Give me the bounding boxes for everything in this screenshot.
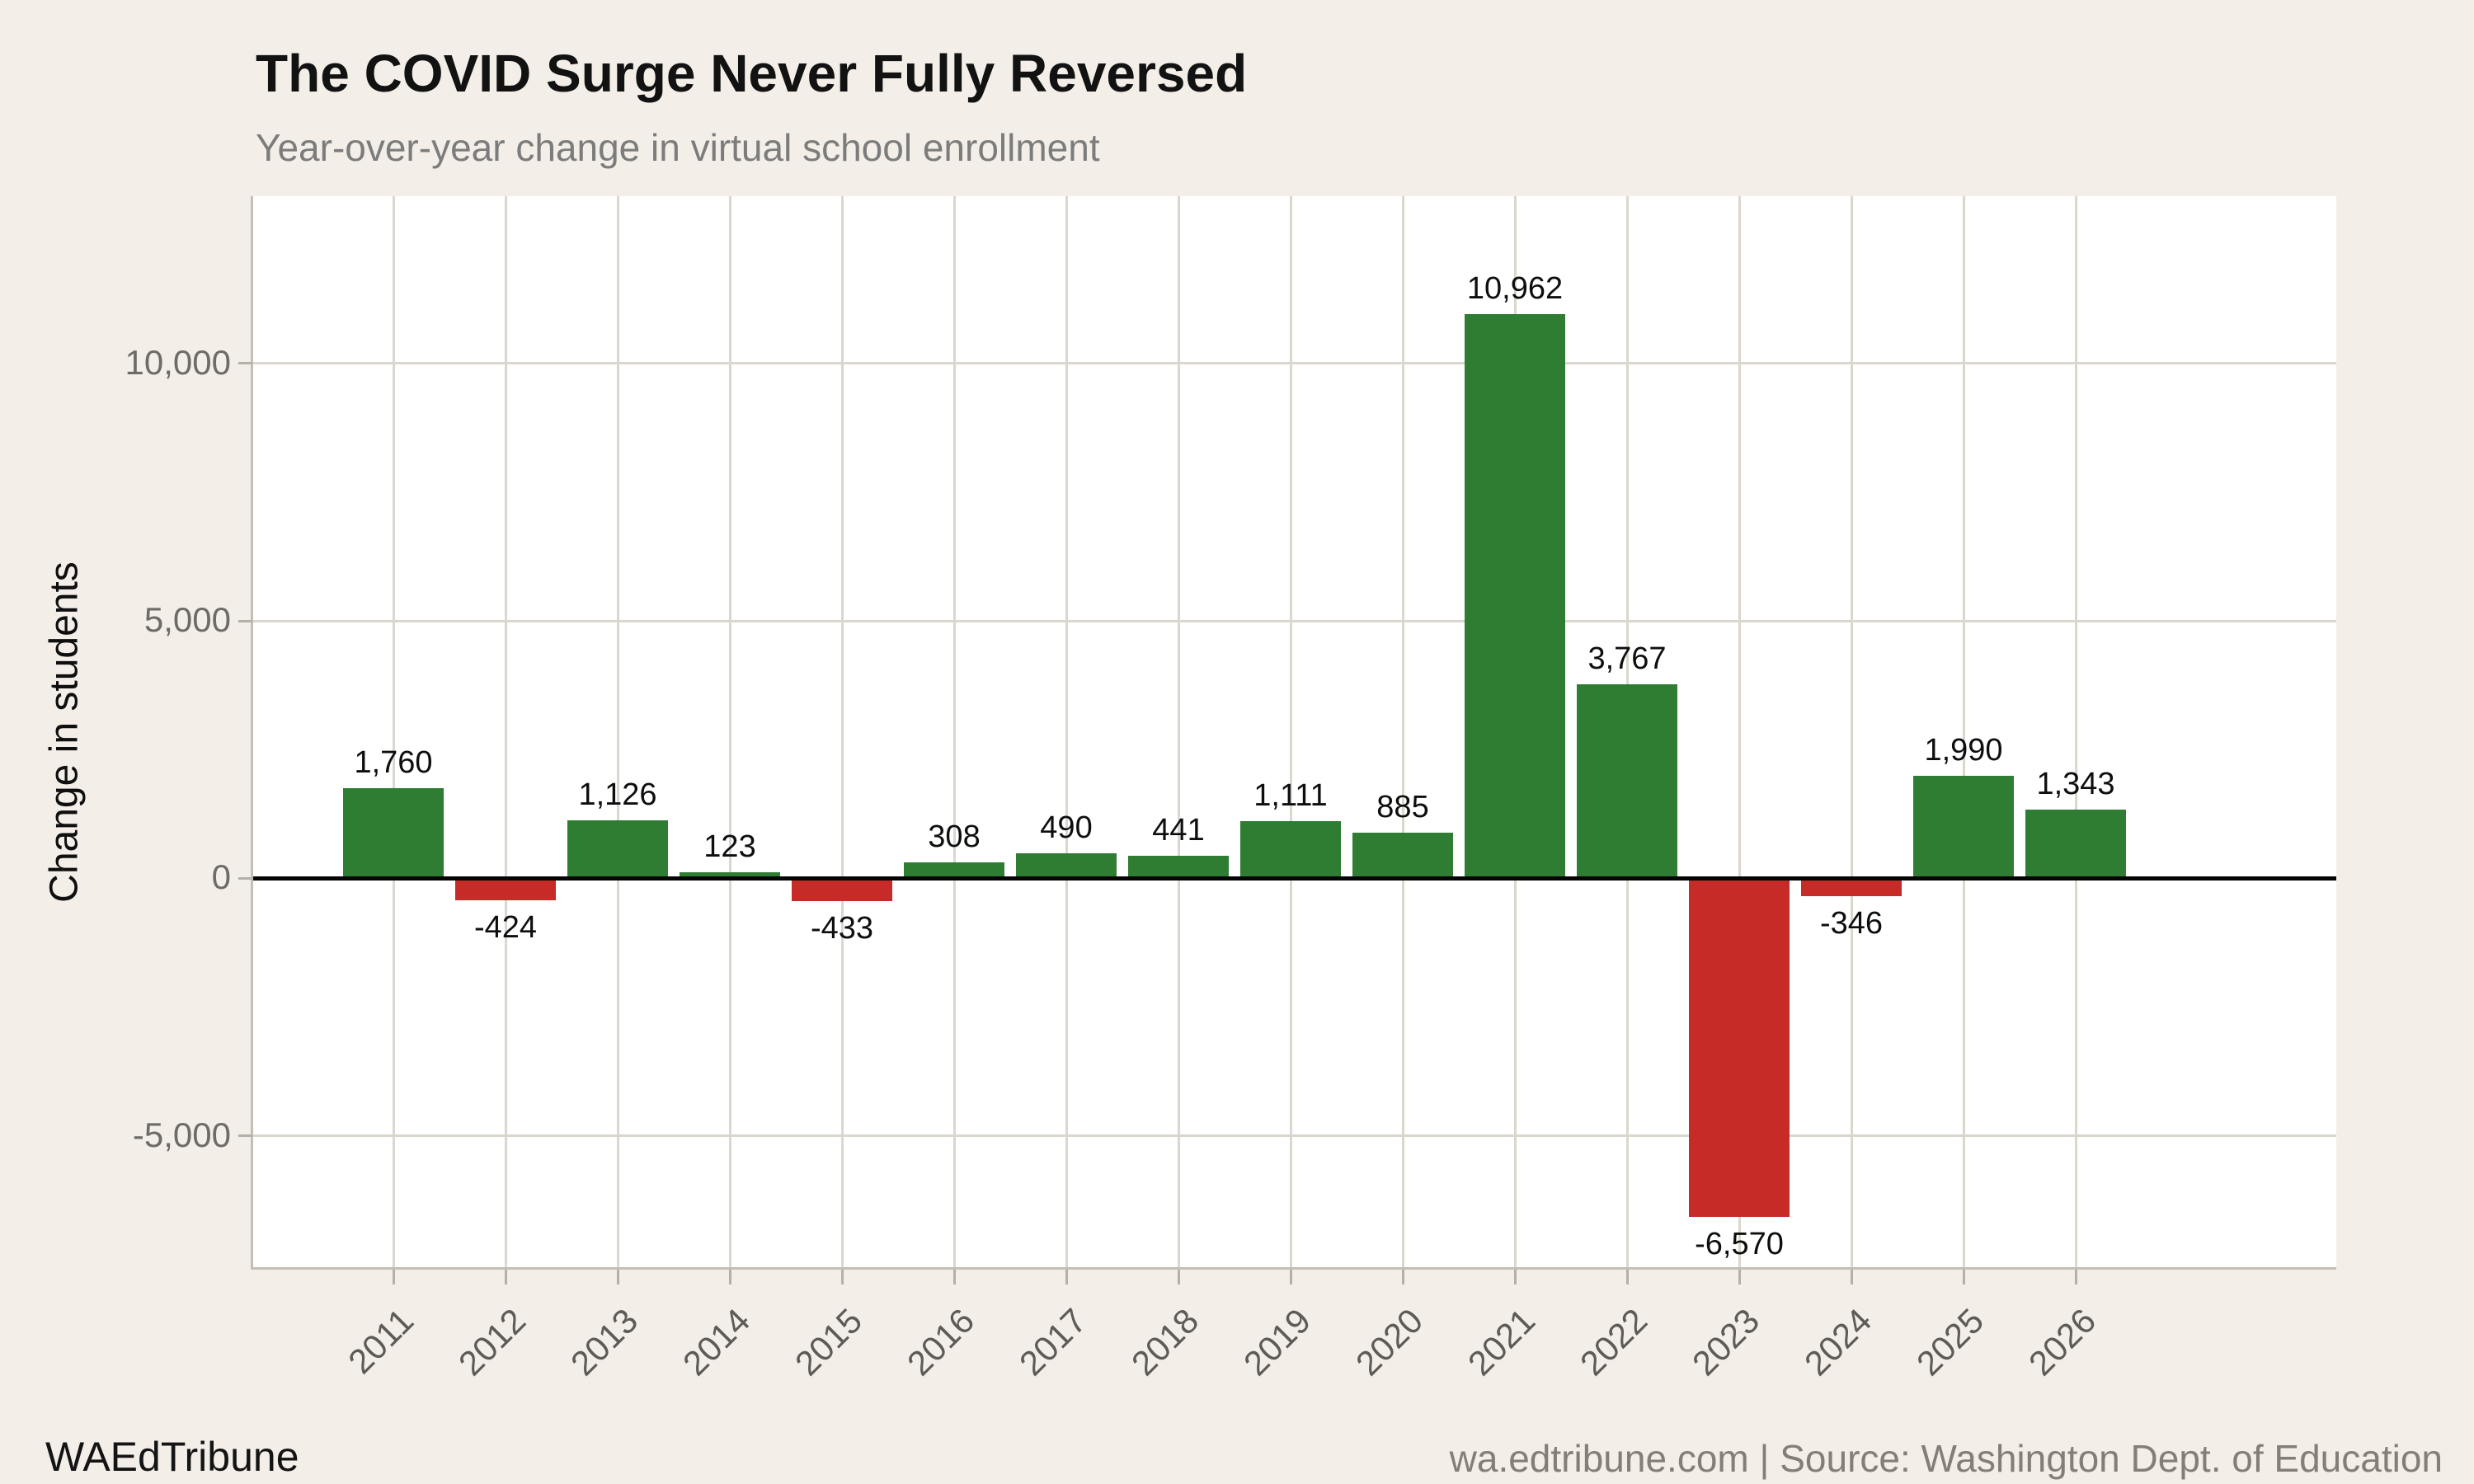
y-tick-label: -5,000 <box>132 1115 231 1154</box>
bar-value-label: 308 <box>928 819 981 855</box>
bar-value-label: -346 <box>1819 906 1884 942</box>
x-tick-label: 2012 <box>450 1301 534 1383</box>
bar-value-label: 1,126 <box>578 777 657 813</box>
zero-baseline <box>253 876 2336 881</box>
gridline-x <box>2074 196 2077 1267</box>
x-tick-label: 2011 <box>341 1301 421 1382</box>
gridline-x <box>1065 196 1068 1267</box>
x-tick-mark <box>1177 1270 1180 1284</box>
gridline-x <box>1962 196 1965 1267</box>
x-tick-mark <box>728 1270 731 1284</box>
bar-positive <box>567 820 668 879</box>
gridline-x <box>1850 196 1853 1267</box>
x-tick-label: 2025 <box>1908 1301 1992 1383</box>
x-tick-label: 2015 <box>787 1301 870 1383</box>
chart-title: The COVID Surge Never Fully Reversed <box>256 44 1248 103</box>
x-tick-mark <box>1289 1270 1292 1284</box>
x-tick-mark <box>504 1270 507 1284</box>
gridline-x <box>1401 196 1404 1267</box>
bar-value-label: -6,570 <box>1695 1226 1784 1261</box>
bar-positive <box>2025 809 2126 879</box>
x-tick-label: 2019 <box>1235 1301 1319 1383</box>
bar-value-label: 885 <box>1376 790 1429 825</box>
bar-positive <box>680 871 780 879</box>
bar-positive <box>904 862 1004 879</box>
x-tick-mark <box>952 1270 956 1284</box>
y-tick-label: 5,000 <box>143 600 231 640</box>
bar-value-label: -424 <box>473 909 538 945</box>
x-tick-mark <box>840 1270 844 1284</box>
plot-area: 1,760 -424 1,126 123 -433 308 490 441 1,111 885 10… <box>253 196 2336 1267</box>
x-tick-label: 2016 <box>899 1301 982 1383</box>
bar-negative <box>455 878 556 900</box>
x-tick-label: 2022 <box>1572 1301 1655 1383</box>
gridline-y <box>253 1134 2336 1138</box>
bar-value-label: 1,343 <box>2036 766 2115 801</box>
x-tick-mark <box>2074 1270 2077 1284</box>
x-tick-label: 2021 <box>1460 1301 1543 1383</box>
x-tick-mark <box>1625 1270 1629 1284</box>
bar-value-label: 490 <box>1040 810 1093 845</box>
bar-value-label: 10,962 <box>1466 270 1564 306</box>
bar-positive <box>1128 855 1229 879</box>
bar-negative <box>1689 878 1790 1217</box>
bar-positive <box>1465 313 1565 879</box>
bar-positive <box>1913 776 2014 879</box>
bar-positive <box>1016 852 1117 879</box>
bar-positive <box>1577 684 1677 879</box>
x-tick-label: 2017 <box>1011 1301 1094 1383</box>
x-tick-label: 2026 <box>2020 1301 2104 1383</box>
gridline-y <box>253 362 2336 365</box>
gridline-x <box>1738 196 1741 1267</box>
gridline-x <box>728 196 731 1267</box>
y-tick-mark <box>238 876 252 880</box>
gridline-x <box>504 196 507 1267</box>
x-tick-label: 2018 <box>1123 1301 1206 1383</box>
gridline-x <box>1289 196 1292 1267</box>
gridline-x <box>1177 196 1180 1267</box>
bar-negative <box>1801 878 1902 897</box>
x-tick-mark <box>1513 1270 1517 1284</box>
bar-negative <box>792 878 892 901</box>
x-tick-mark <box>1962 1270 1965 1284</box>
x-tick-mark <box>1738 1270 1741 1284</box>
x-tick-label: 2013 <box>562 1301 646 1383</box>
x-tick-label: 2014 <box>675 1301 758 1383</box>
source-attribution: wa.edtribune.com | Source: Washington De… <box>1449 1437 2443 1480</box>
x-axis-line <box>251 1267 2336 1270</box>
x-tick-mark <box>616 1270 619 1284</box>
gridline-x <box>952 196 956 1267</box>
x-tick-mark <box>1401 1270 1404 1284</box>
bar-value-label: -433 <box>810 910 874 946</box>
x-tick-label: 2024 <box>1796 1301 1879 1383</box>
x-tick-mark <box>1850 1270 1853 1284</box>
x-tick-label: 2020 <box>1348 1301 1431 1383</box>
chart-subtitle: Year-over-year change in virtual school … <box>256 126 1100 169</box>
bar-value-label: 1,760 <box>354 744 433 780</box>
y-tick-mark <box>238 362 252 365</box>
gridline-x <box>616 196 619 1267</box>
x-tick-mark <box>392 1270 395 1284</box>
bar-value-label: 123 <box>703 829 756 864</box>
bar-positive <box>343 787 444 879</box>
bar-value-label: 1,111 <box>1253 778 1328 814</box>
bar-value-label: 441 <box>1152 812 1205 848</box>
bar-value-label: 1,990 <box>1924 733 2003 768</box>
x-tick-label: 2023 <box>1684 1301 1767 1383</box>
gridline-y <box>253 619 2336 622</box>
brand-logo-text: WAEdTribune <box>45 1434 299 1480</box>
bar-value-label: 3,767 <box>1587 641 1667 677</box>
x-tick-mark <box>1065 1270 1068 1284</box>
gridline-x <box>392 196 395 1267</box>
y-tick-label: 0 <box>211 857 231 897</box>
y-tick-mark <box>238 619 252 622</box>
bar-positive <box>1352 833 1453 879</box>
y-axis-line <box>251 196 253 1270</box>
bar-positive <box>1240 821 1341 879</box>
y-tick-mark <box>238 1134 252 1138</box>
y-tick-label: 10,000 <box>125 342 231 382</box>
gridline-x <box>840 196 844 1267</box>
